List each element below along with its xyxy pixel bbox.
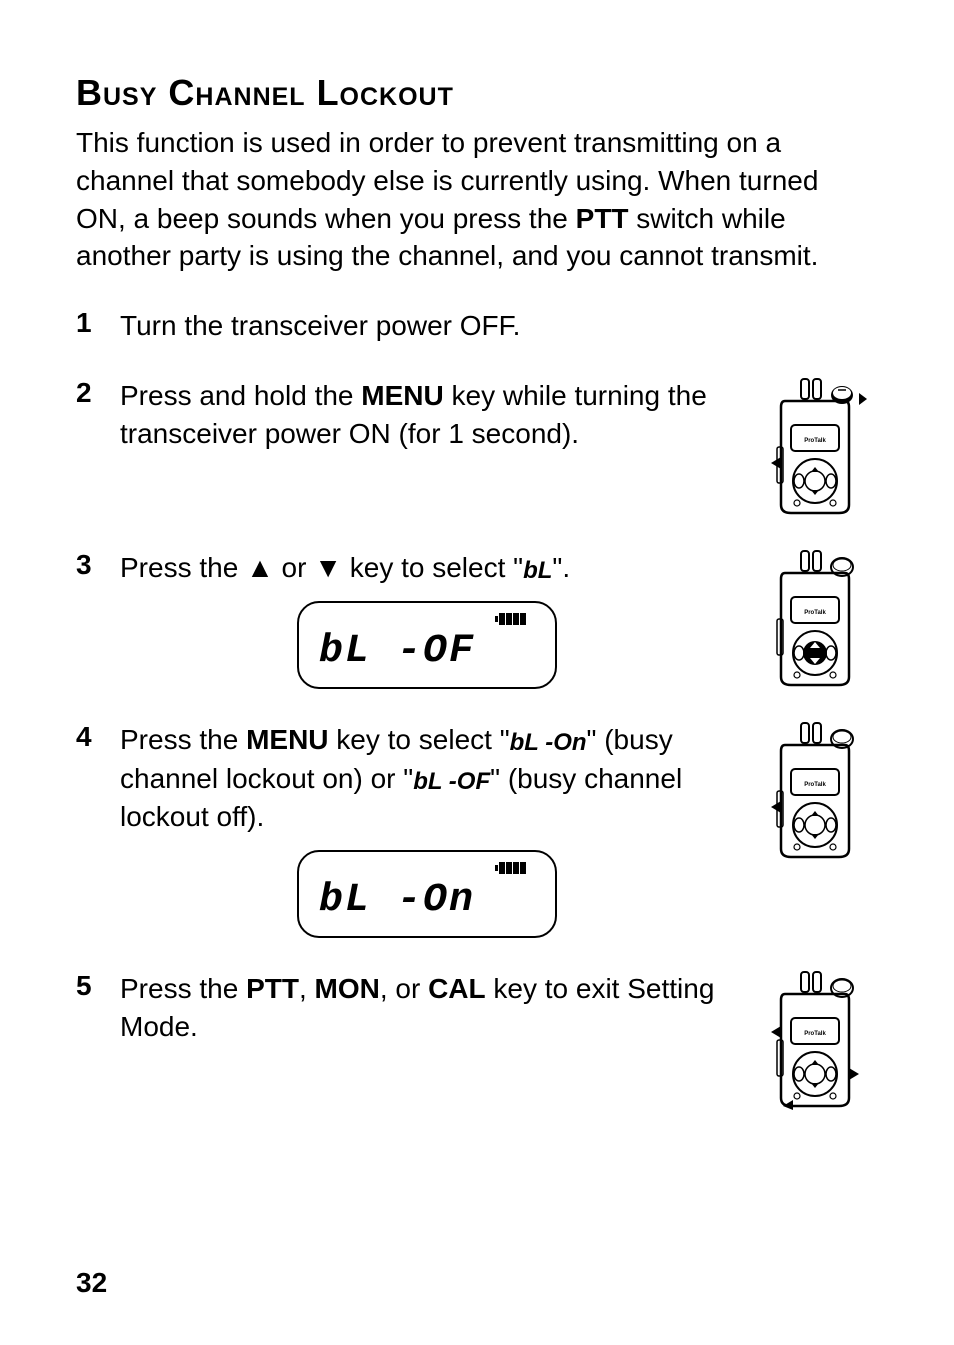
text-part: , or (380, 973, 428, 1004)
intro-paragraph: This function is used in order to preven… (76, 124, 874, 275)
step-number: 3 (76, 549, 120, 581)
step-body: Press the ▲ or ▼ key to select "bL". bL … (120, 549, 874, 689)
page-root: Busy Channel Lockout This function is us… (0, 0, 954, 1345)
step-body: Press the MENU key to select "bL -On" (b… (120, 721, 874, 938)
menu-label: MENU (246, 724, 328, 755)
radio-icon: ProTalk (759, 721, 869, 861)
step-text: Press the ▲ or ▼ key to select "bL". bL … (120, 549, 734, 689)
radio-icon: ProTalk (759, 970, 869, 1110)
step-number: 4 (76, 721, 120, 753)
ptt-label: PTT (576, 203, 629, 234)
svg-text:ProTalk: ProTalk (804, 1031, 826, 1037)
step-4: 4 Press the MENU key to select "bL -On" … (76, 721, 874, 938)
text-part: , (299, 973, 315, 1004)
text-part: Press and hold the (120, 380, 361, 411)
lcd-text: bL -On (319, 874, 475, 928)
text-part: Press the (120, 724, 246, 755)
lcd-inline: bL -OF (413, 768, 490, 795)
up-arrow-icon: ▲ (246, 549, 274, 587)
step-1: 1 Turn the transceiver power OFF. (76, 307, 874, 345)
text-part: ". (552, 552, 570, 583)
down-arrow-icon: ▼ (314, 549, 342, 587)
radio-icon: ProTalk (759, 377, 869, 517)
step-text: Press and hold the MENU key while turnin… (120, 377, 734, 453)
menu-label: MENU (361, 380, 443, 411)
radio-illustration: ProTalk (754, 377, 874, 517)
lcd-display-wrap: bL -OF (120, 601, 734, 689)
step-body: Press the PTT, MON, or CAL key to exit S… (120, 970, 874, 1110)
ptt-label: PTT (246, 973, 299, 1004)
step-number: 1 (76, 307, 120, 339)
section-title: Busy Channel Lockout (76, 72, 874, 114)
step-body: Press and hold the MENU key while turnin… (120, 377, 874, 517)
page-number: 32 (76, 1267, 107, 1299)
lcd-inline: bL (523, 557, 552, 584)
step-text: Press the MENU key to select "bL -On" (b… (120, 721, 734, 938)
steps-list: 1 Turn the transceiver power OFF. 2 Pres… (76, 307, 874, 1110)
step-text: Press the PTT, MON, or CAL key to exit S… (120, 970, 734, 1046)
text-part: or (274, 552, 314, 583)
radio-illustration: ProTalk (754, 549, 874, 689)
text-part: Press the (120, 552, 246, 583)
cal-label: CAL (428, 973, 486, 1004)
svg-text:ProTalk: ProTalk (804, 782, 826, 788)
step-body: Turn the transceiver power OFF. (120, 307, 874, 345)
step-number: 5 (76, 970, 120, 1002)
lcd-display-wrap: bL -On (120, 850, 734, 938)
step-2: 2 Press and hold the MENU key while turn… (76, 377, 874, 517)
radio-illustration: ProTalk (754, 721, 874, 861)
lcd-text: bL -OF (319, 625, 475, 679)
battery-icon (495, 861, 531, 875)
radio-icon: ProTalk (759, 549, 869, 689)
battery-icon (495, 612, 531, 626)
text-part: Press the (120, 973, 246, 1004)
step-5: 5 Press the PTT, MON, or CAL key to exit… (76, 970, 874, 1110)
lcd-inline: bL -On (510, 729, 587, 756)
radio-illustration: ProTalk (754, 970, 874, 1110)
brand-text: ProTalk (804, 438, 826, 444)
step-3: 3 Press the ▲ or ▼ key to select "bL". (76, 549, 874, 689)
text-part: key to select " (342, 552, 523, 583)
lcd-display: bL -On (297, 850, 557, 938)
step-text: Turn the transceiver power OFF. (120, 307, 874, 345)
mon-label: MON (315, 973, 380, 1004)
step-number: 2 (76, 377, 120, 409)
text-part: key to select " (329, 724, 510, 755)
lcd-display: bL -OF (297, 601, 557, 689)
svg-text:ProTalk: ProTalk (804, 610, 826, 616)
